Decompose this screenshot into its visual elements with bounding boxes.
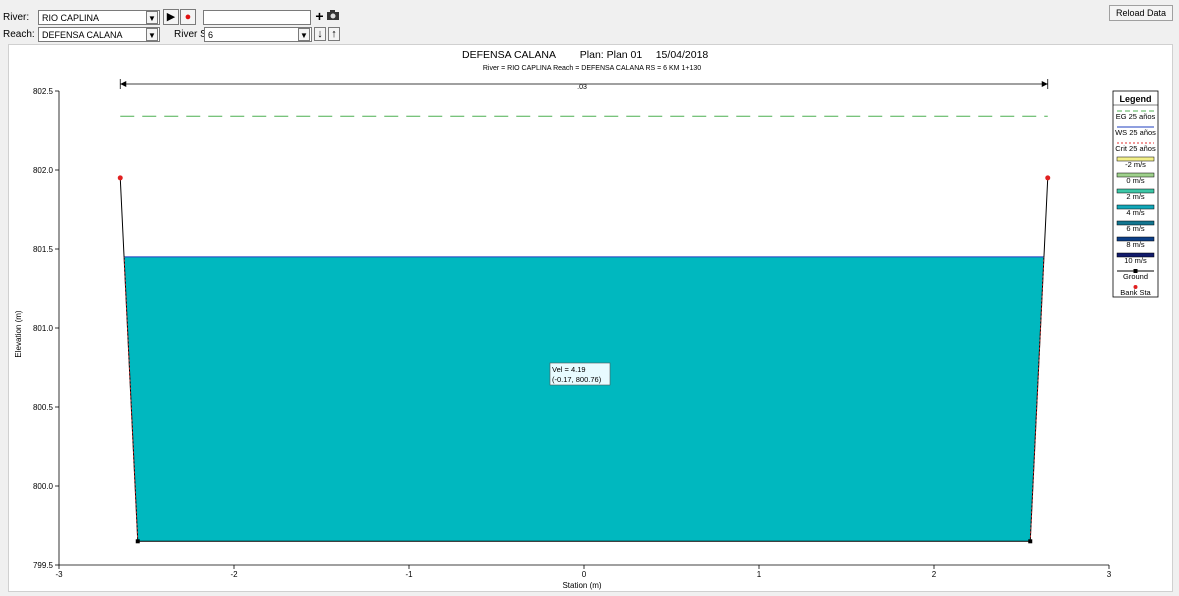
x-tick-label: 1 (757, 570, 762, 579)
record-button[interactable]: ● (180, 9, 196, 25)
x-axis-label: Station (m) (562, 581, 601, 590)
y-tick-label: 800.0 (33, 482, 54, 491)
x-tick-label: 3 (1107, 570, 1112, 579)
legend-label: 10 m/s (1124, 256, 1147, 265)
y-tick-label: 801.5 (33, 245, 54, 254)
plot-title: DEFENSA CALANA (462, 49, 556, 61)
legend-swatch (1116, 236, 1155, 242)
x-tick-label: -2 (230, 570, 238, 579)
legend-title: Legend (1119, 94, 1151, 104)
legend-label: -2 m/s (1125, 160, 1146, 169)
river-label: River: (3, 12, 30, 23)
plot-plan: Plan: Plan 01 (580, 49, 643, 61)
reach-dropdown-icon[interactable]: ▼ (146, 28, 158, 41)
legend-label: Ground (1123, 272, 1148, 281)
legend-label: EG 25 años (1116, 112, 1156, 121)
arrow-left-icon (120, 81, 127, 87)
legend-swatch (1116, 252, 1155, 258)
toolbar: River: RIO CAPLINA ▼ Reach: DEFENSA CALA… (0, 0, 1179, 44)
legend-label: 0 m/s (1126, 176, 1145, 185)
camera-icon (327, 10, 339, 20)
play-icon: ▶ (166, 11, 176, 23)
tooltip-velocity: Vel = 4.19 (552, 365, 586, 374)
y-tick-label: 802.5 (33, 87, 54, 96)
legend-label: Crit 25 años (1115, 144, 1156, 153)
cross-section-chart[interactable]: DEFENSA CALANA Plan: Plan 01 15/04/2018 … (9, 45, 1172, 591)
arrow-right-icon (1041, 81, 1048, 87)
river-sta-dropdown-icon[interactable]: ▼ (298, 28, 310, 41)
reach-label: Reach: (3, 29, 35, 40)
next-station-down-button[interactable]: ↓ (314, 27, 326, 41)
next-station-up-button[interactable]: ↑ (328, 27, 340, 41)
river-sta-label: River Sta.: (174, 29, 221, 40)
play-animation-button[interactable]: ▶ (163, 9, 179, 25)
manning-n-label: .03 (577, 84, 587, 91)
record-icon: ● (184, 11, 192, 23)
legend-swatch (1133, 285, 1138, 289)
legend: Legend EG 25 años WS 25 años Crit 25 años -2… (1112, 90, 1159, 298)
reload-data-button[interactable]: Reload Data (1108, 5, 1173, 21)
cross-section-plot[interactable]: DEFENSA CALANA Plan: Plan 01 15/04/2018 … (8, 44, 1173, 592)
arrow-down-icon: ↓ (317, 28, 323, 40)
x-tick-label: -1 (405, 570, 413, 579)
add-button[interactable]: + (313, 9, 326, 25)
legend-label: WS 25 años (1115, 128, 1156, 137)
legend-swatch (1116, 204, 1155, 210)
y-tick-label: 800.5 (33, 403, 54, 412)
legend-swatch (1116, 220, 1155, 226)
camera-button[interactable] (326, 9, 340, 25)
river-dropdown-icon[interactable]: ▼ (146, 11, 158, 24)
legend-box (1112, 90, 1159, 298)
crit-line (1029, 256, 1045, 542)
x-tick-label: 0 (582, 570, 587, 579)
legend-swatch (1133, 269, 1138, 273)
plus-icon: + (315, 8, 324, 24)
reach-select[interactable]: DEFENSA CALANA (38, 27, 160, 42)
profile-select[interactable] (203, 10, 311, 25)
river-select[interactable]: RIO CAPLINA (38, 10, 160, 25)
y-axis-label: Elevation (m) (14, 310, 23, 357)
legend-label: Bank Sta (1120, 288, 1151, 297)
crit-line (123, 256, 139, 542)
y-tick-label: 799.5 (33, 561, 54, 570)
legend-label: 2 m/s (1126, 192, 1145, 201)
legend-label: 4 m/s (1126, 208, 1145, 217)
bank-station-point (1045, 175, 1051, 181)
bank-station-point (117, 175, 123, 181)
water-area (124, 256, 1044, 542)
river-sta-select[interactable]: 6 (204, 27, 312, 42)
arrow-up-icon: ↑ (331, 28, 337, 40)
x-tick-label: 2 (932, 570, 937, 579)
tooltip-coords: (-0.17, 800.76) (552, 375, 602, 384)
legend-swatch (1116, 188, 1155, 194)
plot-subtitle: River = RIO CAPLINA Reach = DEFENSA CALA… (483, 65, 701, 72)
x-tick-label: -3 (55, 570, 63, 579)
legend-swatch (1116, 172, 1155, 178)
legend-label: 6 m/s (1126, 224, 1145, 233)
y-tick-label: 801.0 (33, 324, 54, 333)
legend-label: 8 m/s (1126, 240, 1145, 249)
ground-point (1028, 539, 1033, 544)
y-tick-label: 802.0 (33, 166, 54, 175)
ground-point (135, 539, 140, 544)
velocity-tooltip: Vel = 4.19 (-0.17, 800.76) (549, 362, 611, 386)
legend-swatch (1116, 156, 1155, 162)
plot-date: 15/04/2018 (656, 49, 709, 61)
